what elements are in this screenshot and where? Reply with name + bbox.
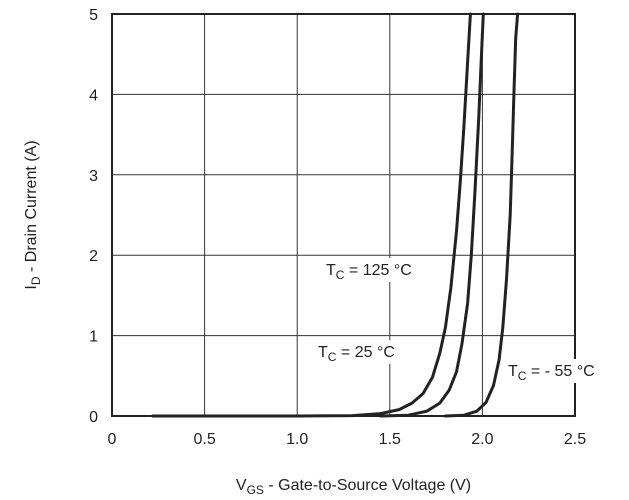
y-axis-title-sub: D xyxy=(29,276,43,285)
series-label-2: TC = - 55 °C xyxy=(508,363,595,383)
y-axis-title-main: I xyxy=(23,285,40,289)
series-label-sub-0: C xyxy=(336,268,345,282)
curve-labels: TC = 125 °CTC = 25 °CTC = - 55 °C xyxy=(314,258,616,383)
y-axis-title-rest: - Drain Current (A) xyxy=(23,140,40,276)
y-tick-label-0: 0 xyxy=(89,409,98,426)
x-tick-label-3: 1.5 xyxy=(379,431,401,448)
series-label-rest-0: = 125 °C xyxy=(344,262,411,279)
curves xyxy=(151,12,520,418)
x-tick-label-0: 0 xyxy=(108,431,117,448)
x-axis-title: VGS - Gate-to-Source Voltage (V) xyxy=(236,477,471,497)
x-tick-label-5: 2.5 xyxy=(564,431,586,448)
y-tick-label-5: 5 xyxy=(89,7,98,24)
series-line-2 xyxy=(443,12,520,418)
series-label-1: TC = 25 °C xyxy=(318,344,395,364)
series-line-0 xyxy=(151,12,472,418)
y-tick-labels: 0 1 2 3 4 5 xyxy=(89,7,98,426)
plot-frame xyxy=(111,13,576,417)
series-line-1 xyxy=(379,12,485,418)
x-axis-title-main: V xyxy=(236,477,247,494)
y-axis-title: ID - Drain Current (A) xyxy=(23,140,43,289)
series-label-main-2: T xyxy=(508,363,518,380)
series-label-bg-1 xyxy=(314,340,410,364)
x-axis-title-sub: GS xyxy=(247,483,264,497)
x-tick-label-2: 1.0 xyxy=(286,431,308,448)
x-axis-title-rest: - Gate-to-Source Voltage (V) xyxy=(264,477,471,494)
x-tick-labels: 0 0.5 1.0 1.5 2.0 2.5 xyxy=(108,431,587,448)
series-label-bg-0 xyxy=(322,258,430,282)
y-tick-label-4: 4 xyxy=(89,87,98,104)
x-tick-label-1: 0.5 xyxy=(193,431,215,448)
series-label-sub-1: C xyxy=(328,350,337,364)
x-tick-label-4: 2.0 xyxy=(471,431,493,448)
series-label-main-1: T xyxy=(318,344,328,361)
series-label-sub-2: C xyxy=(518,369,527,383)
series-label-bg-2 xyxy=(504,359,616,383)
series-label-rest-1: = 25 °C xyxy=(336,344,394,361)
series-label-main-0: T xyxy=(326,262,336,279)
y-tick-label-2: 2 xyxy=(89,248,98,265)
series-label-rest-2: = - 55 °C xyxy=(526,363,594,380)
y-tick-label-3: 3 xyxy=(89,168,98,185)
y-tick-label-1: 1 xyxy=(89,329,98,346)
series-label-0: TC = 125 °C xyxy=(326,262,412,282)
